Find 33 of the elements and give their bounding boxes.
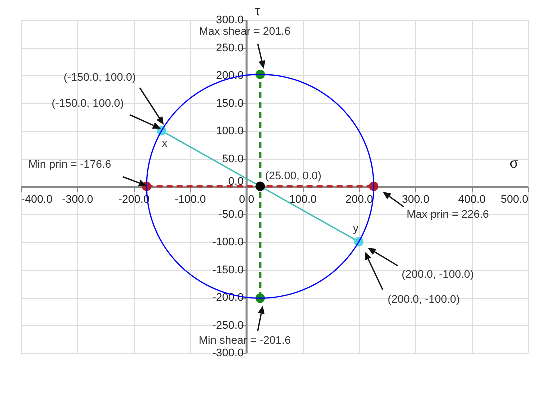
y-tick-label: 300.0 <box>216 14 244 26</box>
y-tick-label: 250.0 <box>216 42 244 54</box>
annotation: (-150.0, 100.0) <box>64 72 136 84</box>
x-tick-label: -100.0 <box>174 194 206 206</box>
annotation: (25.00, 0.0) <box>265 170 322 182</box>
annotation: Max prin = 226.6 <box>406 209 490 221</box>
x-axis-title: σ <box>510 155 519 171</box>
y-tick-label: -250.0 <box>212 320 244 332</box>
y-tick-label: 100.0 <box>216 126 244 138</box>
y-tick-label: 0.0 <box>228 176 244 188</box>
y-tick-label: 50.0 <box>222 153 244 166</box>
x-tick-label: -300.0 <box>62 194 94 206</box>
annotation: (200.0, -100.0) <box>402 269 474 281</box>
y-tick-label: -100.0 <box>212 236 244 248</box>
x-tick-label: 500.0 <box>500 194 528 206</box>
x-tick-label: -400.0 <box>22 194 53 206</box>
y-tick-label: 200.0 <box>216 70 244 82</box>
y-tick-label: 150.0 <box>216 98 244 110</box>
y-tick-label: -300.0 <box>212 348 244 360</box>
annotation: (-150.0, 100.0) <box>52 98 124 110</box>
y-tick-label: -50.0 <box>218 208 244 221</box>
x-tick-label: 0.0 <box>239 194 254 206</box>
annotation: y <box>353 223 360 235</box>
y-tick-label: -150.0 <box>212 264 244 276</box>
annotation: (200.0, -100.0) <box>388 294 460 306</box>
x-tick-label: 400.0 <box>458 194 486 206</box>
y-axis-title: τ <box>254 2 261 18</box>
x-tick-label: 100.0 <box>289 194 317 206</box>
annotation: x <box>162 138 168 150</box>
x-tick-label: 200.0 <box>346 194 374 206</box>
annotation: Min prin = -176.6 <box>28 159 112 171</box>
x-tick-label: 300.0 <box>402 194 430 206</box>
y-tick-label: -200.0 <box>212 292 244 304</box>
